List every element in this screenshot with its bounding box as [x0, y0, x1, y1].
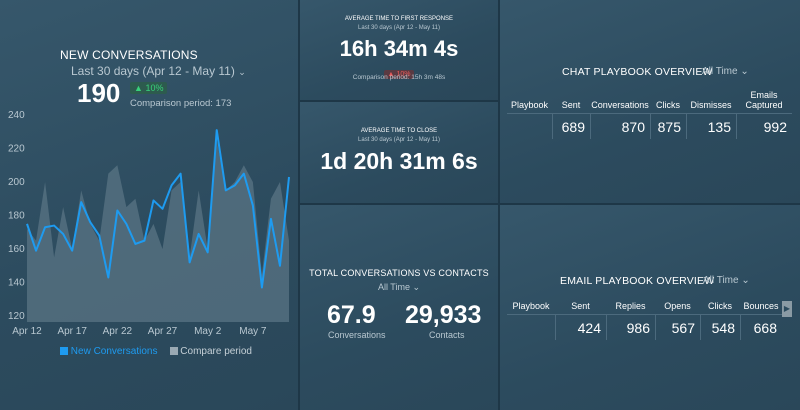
column-header: Dismisses	[686, 90, 736, 114]
y-tick-label: 140	[8, 278, 25, 289]
y-tick-label: 200	[8, 177, 25, 188]
column-header: Emails Captured	[736, 90, 792, 114]
metric-value: 16h 34m 4s	[339, 36, 459, 61]
table-cell	[507, 315, 555, 340]
period-selector[interactable]: All Time ⌄	[300, 282, 498, 293]
period-selector[interactable]: Last 30 days (Apr 12 - May 11) ⌄	[71, 64, 246, 78]
widget-title: TOTAL CONVERSATIONS VS CONTACTS	[309, 268, 489, 278]
metric-value: 29,933	[405, 301, 482, 329]
x-tick-label: Apr 17	[57, 326, 87, 337]
table-cell: 875	[650, 114, 686, 139]
up-arrow: ▲	[134, 83, 143, 93]
table-cell: 135	[686, 114, 736, 139]
checkbox	[169, 347, 178, 355]
metric-value: 190	[77, 78, 121, 108]
x-tick-label: Apr 12	[12, 326, 42, 337]
widget-title: CHAT PLAYBOOK OVERVIEW	[562, 66, 713, 78]
legend-label: New Conversations	[70, 346, 158, 357]
period-text: All Time	[377, 282, 410, 292]
line-chart: 120 140 160 180 200 220 240 Apr 12 Apr 17 Apr 22 A…	[8, 110, 290, 337]
new-conversations-panel: NEW CONVERSATIONS Last 30 days (Apr 12 -…	[0, 0, 298, 410]
column-header: Playbook	[507, 301, 555, 315]
table-cell: 986	[606, 315, 655, 340]
x-tick-label: May 7	[239, 326, 267, 337]
playbook-table: Playbook Sent Replies Opens Clicks Bounces 424…	[507, 301, 782, 340]
legend-item[interactable]: Compare period	[169, 346, 252, 357]
legend: New Conversations Compare period	[60, 346, 252, 357]
widget-title: AVERAGE TIME TO CLOSE	[360, 128, 438, 134]
playbook-table: Playbook Sent Conversations Clicks Dismisses…	[507, 90, 792, 139]
comparison: Comparison period: 15h 3m 48s	[352, 74, 446, 81]
chevron: ⌄	[740, 66, 749, 77]
x-tick-label: Apr 27	[148, 326, 178, 337]
x-tick-label: May 2	[194, 326, 222, 337]
table-cell: 424	[555, 315, 606, 340]
x-tick-label: Apr 22	[103, 326, 133, 337]
metric-value: 67.9	[327, 301, 376, 329]
widget-title: AVERAGE TIME TO FIRST RESPONSE	[344, 16, 454, 22]
metric-value: 1d 20h 31m 6s	[320, 148, 478, 174]
period-text: Last 30 days (Apr 12 - May 11)	[71, 64, 235, 78]
change-badge: ▲ 10%	[130, 82, 168, 94]
change-value: 10%	[396, 71, 411, 78]
y-tick-label: 220	[8, 144, 25, 155]
series-line	[26, 129, 290, 289]
change-value: 10%	[145, 83, 164, 93]
chevron: ⌄	[741, 275, 750, 286]
change-badge: ▲ 10%	[383, 70, 415, 79]
checkbox	[60, 347, 68, 355]
column-header: Replies	[606, 301, 655, 315]
period-text: All Time	[702, 66, 738, 77]
scroll-right-button[interactable]: ▶	[782, 301, 792, 317]
change-row: ▲ 10%	[300, 63, 498, 81]
period-text[interactable]: Last 30 days (Apr 12 - May 11)	[358, 25, 440, 31]
chevron: ⌄	[238, 67, 246, 77]
chat-playbook-panel: CHAT PLAYBOOK OVERVIEW All Time ⌄ Playbo…	[500, 0, 800, 203]
comparison: Comparison period: 173	[130, 98, 232, 109]
column-header: Clicks	[700, 301, 740, 315]
column-header: Clicks	[650, 90, 686, 114]
period-selector[interactable]: All Time ⌄	[702, 66, 749, 77]
conversations-contacts-panel: TOTAL CONVERSATIONS VS CONTACTS All Time…	[300, 205, 498, 410]
widget-title: EMAIL PLAYBOOK OVERVIEW	[560, 275, 715, 287]
email-playbook-panel: EMAIL PLAYBOOK OVERVIEW All Time ⌄ Playb…	[500, 205, 800, 410]
chevron: ⌄	[412, 282, 421, 292]
period-text[interactable]: Last 30 days (Apr 12 - May 11)	[358, 137, 440, 143]
metric-label: Conversations	[328, 330, 386, 340]
table-cell: 992	[736, 114, 792, 139]
column-header: Conversations	[590, 90, 650, 114]
period-selector[interactable]: All Time ⌄	[703, 275, 750, 286]
legend-label: Compare period	[180, 346, 252, 357]
metric-label: Contacts	[429, 330, 465, 340]
table-cell: 548	[700, 315, 740, 340]
y-tick-label: 120	[8, 311, 25, 322]
table-cell: 689	[552, 114, 590, 139]
table-cell: 870	[590, 114, 650, 139]
column-header: Sent	[555, 301, 606, 315]
period-text: All Time	[703, 275, 739, 286]
table-cell: 567	[655, 315, 700, 340]
legend-item[interactable]: New Conversations	[60, 346, 158, 357]
widget-title: NEW CONVERSATIONS	[60, 48, 198, 62]
table-cell: 668	[740, 315, 782, 340]
y-tick-label: 240	[8, 110, 25, 121]
first-response-panel: AVERAGE TIME TO FIRST RESPONSE Last 30 d…	[300, 0, 498, 100]
column-header: Bounces	[740, 301, 782, 315]
time-to-close-panel: AVERAGE TIME TO CLOSE Last 30 days (Apr …	[300, 102, 498, 203]
table-cell	[507, 114, 552, 139]
compare-area	[27, 140, 289, 322]
column-header: Playbook	[507, 90, 552, 114]
y-tick-label: 160	[8, 244, 25, 255]
y-tick-label: 180	[8, 211, 25, 222]
column-header: Sent	[552, 90, 590, 114]
column-header: Opens	[655, 301, 700, 315]
down-arrow: ▲	[387, 71, 395, 78]
